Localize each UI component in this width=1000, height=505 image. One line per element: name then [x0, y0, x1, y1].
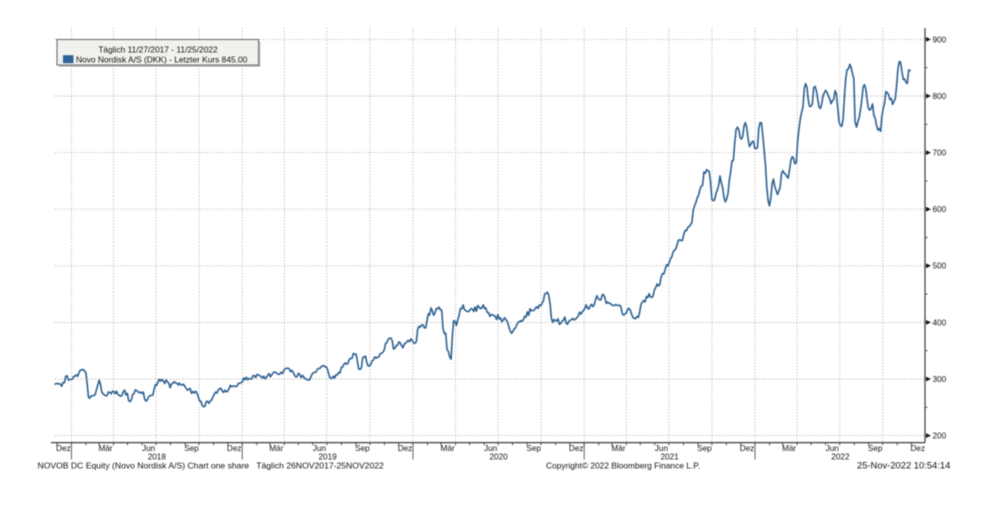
svg-text:Dez: Dez [56, 444, 71, 453]
svg-text:Sep: Sep [868, 444, 883, 453]
svg-text:2022: 2022 [831, 453, 850, 462]
svg-text:Dez: Dez [911, 444, 926, 453]
svg-text:900: 900 [933, 35, 947, 44]
svg-text:Dez: Dez [569, 444, 584, 453]
svg-text:Mär: Mär [782, 444, 796, 453]
svg-text:Jun: Jun [484, 444, 498, 453]
svg-text:Mär: Mär [441, 444, 455, 453]
svg-text:2018: 2018 [148, 453, 167, 462]
svg-text:600: 600 [933, 205, 947, 214]
svg-text:500: 500 [933, 262, 947, 271]
svg-text:Jun: Jun [655, 444, 669, 453]
svg-text:Dez: Dez [227, 444, 242, 453]
svg-text:Jun: Jun [142, 444, 156, 453]
svg-text:Dez: Dez [398, 444, 413, 453]
svg-text:2019: 2019 [318, 453, 337, 462]
svg-text:Sep: Sep [526, 444, 541, 453]
svg-text:2021: 2021 [660, 453, 679, 462]
svg-text:Sep: Sep [184, 444, 199, 453]
svg-text:25-Nov-2022 10:54:14: 25-Nov-2022 10:54:14 [857, 459, 950, 470]
svg-text:Sep: Sep [355, 444, 370, 453]
svg-text:Copyright© 2022 Bloomberg Fina: Copyright© 2022 Bloomberg Finance L.P. [546, 460, 700, 470]
svg-text:2020: 2020 [489, 453, 508, 462]
svg-text:Täglich 11/27/2017 - 11/25/202: Täglich 11/27/2017 - 11/25/2022 [98, 44, 218, 54]
svg-text:NOVOB DC Equity (Novo Nordisk: NOVOB DC Equity (Novo Nordisk A/S) Chart… [38, 460, 385, 470]
svg-text:Jun: Jun [826, 444, 840, 453]
svg-text:Mär: Mär [611, 444, 625, 453]
svg-text:400: 400 [933, 318, 947, 327]
svg-text:Mär: Mär [269, 444, 283, 453]
svg-text:Dez: Dez [740, 444, 755, 453]
svg-text:700: 700 [933, 149, 947, 158]
svg-text:Sep: Sep [697, 444, 712, 453]
svg-text:300: 300 [933, 375, 947, 384]
svg-text:Jun: Jun [313, 444, 327, 453]
svg-text:800: 800 [933, 92, 947, 101]
svg-text:200: 200 [933, 432, 947, 441]
svg-text:Novo Nordisk A/S (DKK) - Letzt: Novo Nordisk A/S (DKK) - Letzter Kurs 84… [76, 54, 248, 64]
svg-text:Mär: Mär [98, 444, 112, 453]
